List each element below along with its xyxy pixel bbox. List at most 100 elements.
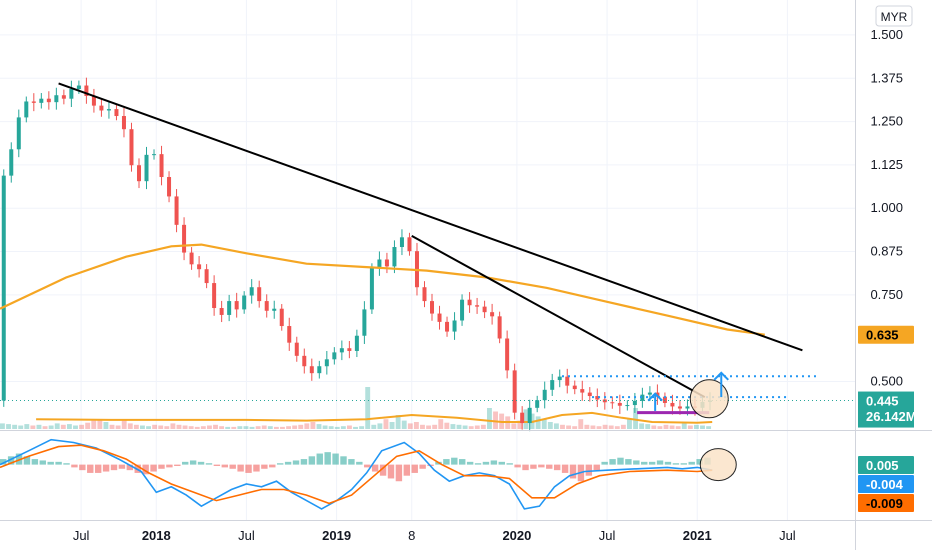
candle-body <box>512 370 517 413</box>
macd-histogram-bar <box>514 464 521 468</box>
candle <box>347 341 352 359</box>
candle-body <box>106 109 111 111</box>
candle <box>294 336 299 362</box>
candle-body <box>332 352 337 360</box>
candle-body <box>167 177 172 197</box>
y-tick-label: 1.500 <box>870 27 903 42</box>
volume-bar <box>675 426 681 429</box>
macd-histogram-bar <box>31 459 39 465</box>
volume-bar <box>590 425 596 429</box>
volume-bar <box>48 425 54 429</box>
macd-histogram-bar <box>364 464 371 468</box>
volume-bar <box>578 419 584 429</box>
macd-histogram-bar <box>63 463 70 465</box>
macd-histogram-bar <box>680 463 688 465</box>
candle <box>106 100 111 119</box>
macd-histogram-bar <box>276 463 284 465</box>
candle <box>46 91 51 110</box>
volume-bar <box>54 423 60 429</box>
macd-histogram-bar <box>593 464 600 471</box>
macd-histogram-bar <box>324 452 331 465</box>
volume-bar <box>152 424 158 429</box>
volume-bar <box>566 425 572 429</box>
macd-histogram-bar <box>79 464 86 471</box>
x-tick-label: 2020 <box>502 528 531 543</box>
candle <box>302 348 307 374</box>
volume-bar <box>547 422 553 429</box>
volume-bar <box>614 426 620 429</box>
candle-body <box>535 400 540 408</box>
macd-histogram-bar <box>197 461 205 465</box>
volume-bar <box>633 408 638 429</box>
candle <box>332 347 337 365</box>
candle <box>174 189 179 233</box>
macd-histogram-bar <box>530 464 537 469</box>
candle <box>54 87 59 110</box>
macd-histogram-bar <box>55 461 62 465</box>
candle <box>640 387 645 408</box>
candle-body <box>369 267 374 310</box>
candle-body <box>272 308 277 311</box>
candle-body <box>324 359 329 367</box>
candle-body <box>565 376 570 386</box>
candle-body <box>54 95 59 103</box>
candle <box>572 380 577 395</box>
macd-histogram-bar <box>102 464 110 472</box>
volume-bar <box>657 426 663 429</box>
volume-bar <box>480 424 486 429</box>
macd-histogram-bar <box>261 464 268 469</box>
volume-bar <box>115 425 121 429</box>
highlight-circle <box>689 379 729 419</box>
volume-bar <box>261 425 267 429</box>
volume-bar <box>706 426 712 429</box>
candle-body <box>152 154 157 156</box>
macd-hist-badge-text: 0.005 <box>866 458 899 473</box>
macd-histogram-bar <box>664 461 672 465</box>
candle-body <box>572 385 577 390</box>
y-tick-label: 1.250 <box>870 114 903 129</box>
volume-bar <box>12 424 18 429</box>
candle-body <box>384 259 389 267</box>
grid-lines <box>0 0 855 520</box>
candle <box>9 142 14 183</box>
macd-histogram-bar <box>110 464 118 471</box>
volume-bar <box>6 424 11 429</box>
candle <box>610 396 615 409</box>
macd-histogram-bar <box>546 464 553 469</box>
volume-bar <box>237 426 243 429</box>
candle <box>91 88 96 113</box>
macd-histogram-bar <box>94 464 102 473</box>
candle-body <box>76 85 81 89</box>
volume-bar <box>170 423 176 429</box>
x-tick-label: Jul <box>779 528 796 543</box>
x-tick-label: Jul <box>73 528 90 543</box>
macd-line-badge-bg <box>858 475 914 493</box>
candle <box>452 312 457 340</box>
macd-histogram-bar <box>229 464 236 469</box>
macd-line-badge: -0.004 <box>858 475 914 493</box>
macd-histogram-bar <box>609 459 616 465</box>
macd-histogram-bar <box>213 464 221 466</box>
candle <box>437 305 442 330</box>
candle <box>159 145 164 186</box>
candle <box>24 96 29 123</box>
candle <box>497 311 502 344</box>
candle-body <box>204 269 209 284</box>
volume-bar <box>474 425 480 429</box>
volume-bar <box>182 425 188 429</box>
candle-body <box>174 196 179 225</box>
candle <box>227 294 232 322</box>
volume-bar <box>133 424 139 429</box>
macd-histogram-bar <box>316 453 323 465</box>
candle <box>324 350 329 375</box>
macd-histogram-bar <box>39 460 46 465</box>
macd-line <box>0 438 713 510</box>
candle <box>317 360 322 379</box>
y-tick-label: 1.000 <box>870 200 903 215</box>
volume-bar <box>73 425 78 429</box>
macd-histogram-bar <box>269 464 276 468</box>
volume-bar <box>109 424 115 429</box>
y-tick-label: 0.875 <box>870 244 903 259</box>
candle-body <box>182 224 187 253</box>
